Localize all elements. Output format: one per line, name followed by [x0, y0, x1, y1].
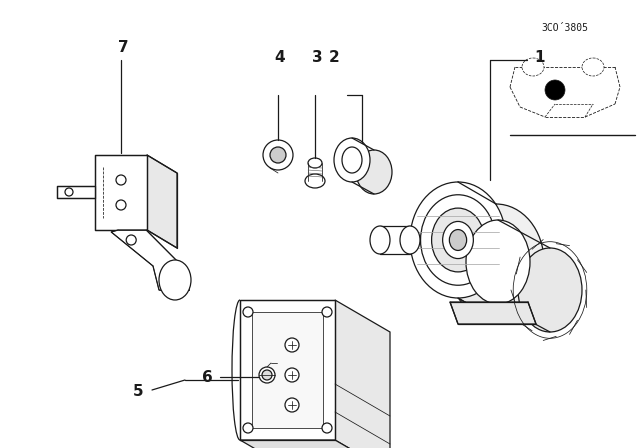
- Ellipse shape: [420, 195, 495, 285]
- Circle shape: [545, 80, 565, 100]
- Polygon shape: [240, 300, 335, 440]
- Circle shape: [285, 398, 299, 412]
- Polygon shape: [458, 240, 496, 320]
- Circle shape: [285, 368, 299, 382]
- Text: 4: 4: [275, 49, 285, 65]
- Text: 3: 3: [312, 49, 323, 65]
- Polygon shape: [450, 302, 536, 324]
- Ellipse shape: [410, 182, 506, 298]
- Text: 7: 7: [118, 40, 128, 56]
- Text: 3CO´3805: 3CO´3805: [541, 23, 589, 33]
- Ellipse shape: [262, 370, 272, 380]
- Ellipse shape: [370, 226, 390, 254]
- Circle shape: [285, 338, 299, 352]
- Ellipse shape: [518, 248, 582, 332]
- Text: 2: 2: [328, 49, 339, 65]
- Ellipse shape: [308, 158, 322, 168]
- Ellipse shape: [582, 58, 604, 76]
- Circle shape: [322, 423, 332, 433]
- Polygon shape: [240, 440, 390, 448]
- Ellipse shape: [305, 174, 325, 188]
- Polygon shape: [111, 230, 189, 290]
- Polygon shape: [95, 155, 147, 230]
- Text: 1: 1: [535, 49, 545, 65]
- Ellipse shape: [356, 150, 392, 194]
- Circle shape: [243, 307, 253, 317]
- Polygon shape: [458, 182, 496, 262]
- Circle shape: [243, 423, 253, 433]
- Polygon shape: [335, 300, 390, 448]
- Ellipse shape: [259, 367, 275, 383]
- Ellipse shape: [431, 208, 484, 272]
- Circle shape: [116, 200, 126, 210]
- Ellipse shape: [400, 226, 420, 254]
- Ellipse shape: [448, 204, 544, 320]
- Polygon shape: [252, 312, 323, 428]
- Circle shape: [126, 235, 136, 245]
- Circle shape: [65, 188, 73, 196]
- Ellipse shape: [466, 220, 530, 304]
- Ellipse shape: [449, 229, 467, 250]
- Circle shape: [116, 175, 126, 185]
- Ellipse shape: [270, 147, 286, 163]
- Ellipse shape: [522, 58, 544, 76]
- Ellipse shape: [443, 221, 474, 258]
- Ellipse shape: [159, 260, 191, 300]
- Polygon shape: [147, 155, 177, 248]
- Circle shape: [322, 307, 332, 317]
- Ellipse shape: [334, 138, 370, 182]
- Ellipse shape: [342, 147, 362, 173]
- Polygon shape: [57, 186, 95, 198]
- Text: 5: 5: [132, 384, 143, 400]
- Ellipse shape: [263, 140, 293, 170]
- Text: 6: 6: [202, 370, 212, 385]
